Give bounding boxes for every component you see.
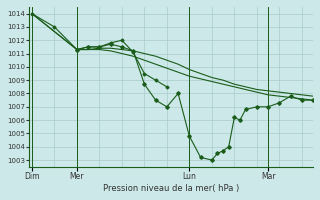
X-axis label: Pression niveau de la mer( hPa ): Pression niveau de la mer( hPa ) [103, 184, 239, 193]
